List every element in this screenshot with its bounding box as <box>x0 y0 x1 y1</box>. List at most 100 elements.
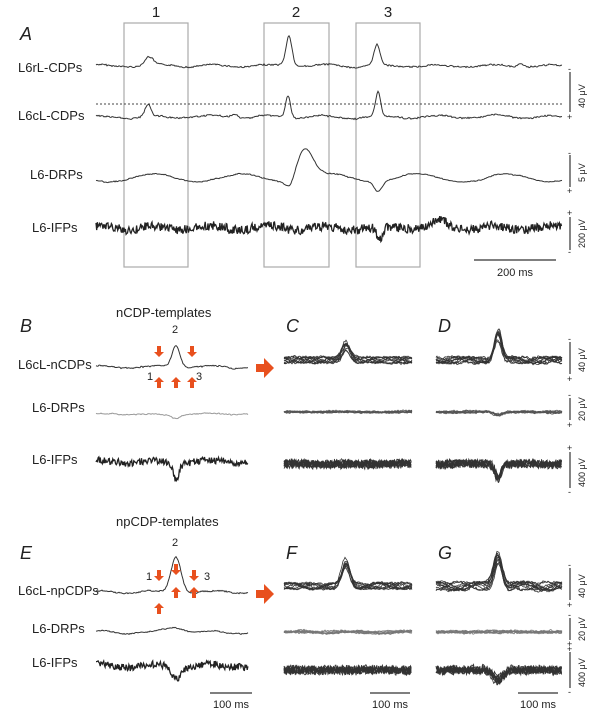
svg-text:+: + <box>567 186 572 196</box>
trace-b-drps <box>95 412 249 420</box>
trace-b-ncdps <box>95 344 249 370</box>
overlay-trace <box>283 457 412 471</box>
overlay-trace <box>283 410 413 414</box>
overlay-trace <box>435 328 563 365</box>
scale-ifp-label: 200 μV <box>577 219 587 248</box>
scale-drp-label: 5 μV <box>577 163 587 182</box>
panel-e-title: npCDP-templates <box>116 514 219 529</box>
trace-e-drps <box>95 626 249 636</box>
scale-d-cdp-label: 40 μV <box>577 348 587 372</box>
overlay-c-ncdps <box>283 339 413 366</box>
window-1-label: 1 <box>152 4 160 21</box>
template-arrows-e <box>154 564 199 614</box>
overlay-trace <box>435 457 562 481</box>
panel-d-label: D <box>438 316 451 336</box>
template-arrow-icon <box>171 564 181 575</box>
svg-text:+: + <box>567 420 572 430</box>
window-3-label: 3 <box>384 4 392 21</box>
overlay-c-drps <box>283 409 413 415</box>
marker-2-e: 2 <box>172 537 178 549</box>
scale-time-a-label: 200 ms <box>497 267 534 279</box>
overlay-trace <box>283 664 412 676</box>
row-label-l6cl-ncdps: L6cL-nCDPs <box>18 357 92 372</box>
window-2-label: 2 <box>292 4 300 21</box>
panel-a-label: A <box>19 24 32 44</box>
trace-l6-drps <box>95 148 563 192</box>
marker-3-e: 3 <box>204 571 210 583</box>
orange-right-arrow-icon <box>256 584 274 604</box>
scale-bar-d-ifp: + - 400 μV <box>567 443 587 497</box>
scale-d-drp-label: 20 μV <box>577 397 587 421</box>
overlay-trace <box>283 347 413 365</box>
overlay-trace <box>435 553 563 592</box>
svg-text:-: - <box>568 148 571 158</box>
scale-time-g-label: 100 ms <box>520 699 557 711</box>
scale-bar-time-f: 100 ms <box>370 692 410 711</box>
marker-2-b: 2 <box>172 324 178 336</box>
svg-text:-: - <box>568 687 571 697</box>
overlay-trace <box>435 554 563 592</box>
template-arrow-icon <box>189 570 199 581</box>
panel-b-label: B <box>20 316 32 336</box>
scale-bar-g-drp: - + 20 μV <box>567 610 587 649</box>
window-1 <box>123 22 189 268</box>
panel-f-label: F <box>286 543 298 563</box>
overlay-c-ifps <box>283 457 412 471</box>
overlay-g-drps <box>435 629 563 635</box>
overlay-trace <box>435 410 563 416</box>
overlay-trace <box>436 329 563 365</box>
template-arrow-icon <box>187 377 197 388</box>
scale-g-ifp-label: 400 μV <box>577 658 587 687</box>
overlay-trace <box>435 664 562 681</box>
svg-text:+: + <box>567 639 572 649</box>
row-label-b-l6-ifps: L6-IFPs <box>32 452 78 467</box>
overlay-trace <box>284 556 413 591</box>
svg-text:+: + <box>567 443 572 453</box>
overlay-trace <box>435 664 562 686</box>
overlay-trace <box>283 629 413 635</box>
row-label-e-l6-drps: L6-DRPs <box>32 621 85 636</box>
scale-bar-ifp: + - 200 μV <box>567 208 587 257</box>
row-label-l6cl-cdps: L6cL-CDPs <box>18 108 85 123</box>
svg-text:-: - <box>568 247 571 257</box>
overlay-f-npcdps <box>283 556 413 591</box>
overlay-trace <box>435 557 563 591</box>
trace-e-ifps <box>96 659 249 682</box>
template-arrow-icon <box>171 377 181 388</box>
row-label-e-l6-ifps: L6-IFPs <box>32 655 78 670</box>
overlay-f-drps <box>283 628 413 636</box>
overlay-d-drps <box>435 409 563 417</box>
scale-bar-time-a: 200 ms <box>474 259 556 279</box>
scale-time-f-label: 100 ms <box>372 699 409 711</box>
overlay-g-npcdps <box>435 550 563 593</box>
panel-g-label: G <box>438 543 452 563</box>
svg-text:+: + <box>567 600 572 610</box>
scale-bar-d-drp: - + 20 μV <box>567 390 587 430</box>
overlay-f-ifps <box>283 663 412 677</box>
panel-c-label: C <box>286 316 300 336</box>
overlay-trace <box>283 629 413 635</box>
template-arrow-icon <box>189 587 199 598</box>
panel-e-label: E <box>20 543 33 563</box>
trace-l6cl-cdps <box>95 90 563 121</box>
row-label-l6cl-npcdps: L6cL-npCDPs <box>18 583 99 598</box>
overlay-trace <box>283 342 413 365</box>
overlay-trace <box>283 664 412 676</box>
overlay-trace <box>435 333 563 365</box>
svg-text:+: + <box>567 112 572 122</box>
window-3 <box>355 22 421 268</box>
svg-text:+: + <box>567 208 572 218</box>
svg-text:+: + <box>567 374 572 384</box>
svg-text:-: - <box>568 390 571 400</box>
overlay-trace <box>435 332 563 365</box>
overlay-trace <box>435 556 563 592</box>
row-label-b-l6-drps: L6-DRPs <box>32 400 85 415</box>
template-arrow-icon <box>187 346 197 357</box>
row-label-l6-drps: L6-DRPs <box>30 167 83 182</box>
overlay-trace <box>435 561 563 592</box>
overlay-trace <box>283 564 413 591</box>
scale-d-ifp-label: 400 μV <box>577 458 587 487</box>
overlay-trace <box>435 409 563 415</box>
scale-g-drp-label: 20 μV <box>577 617 587 641</box>
template-arrow-icon <box>154 377 164 388</box>
